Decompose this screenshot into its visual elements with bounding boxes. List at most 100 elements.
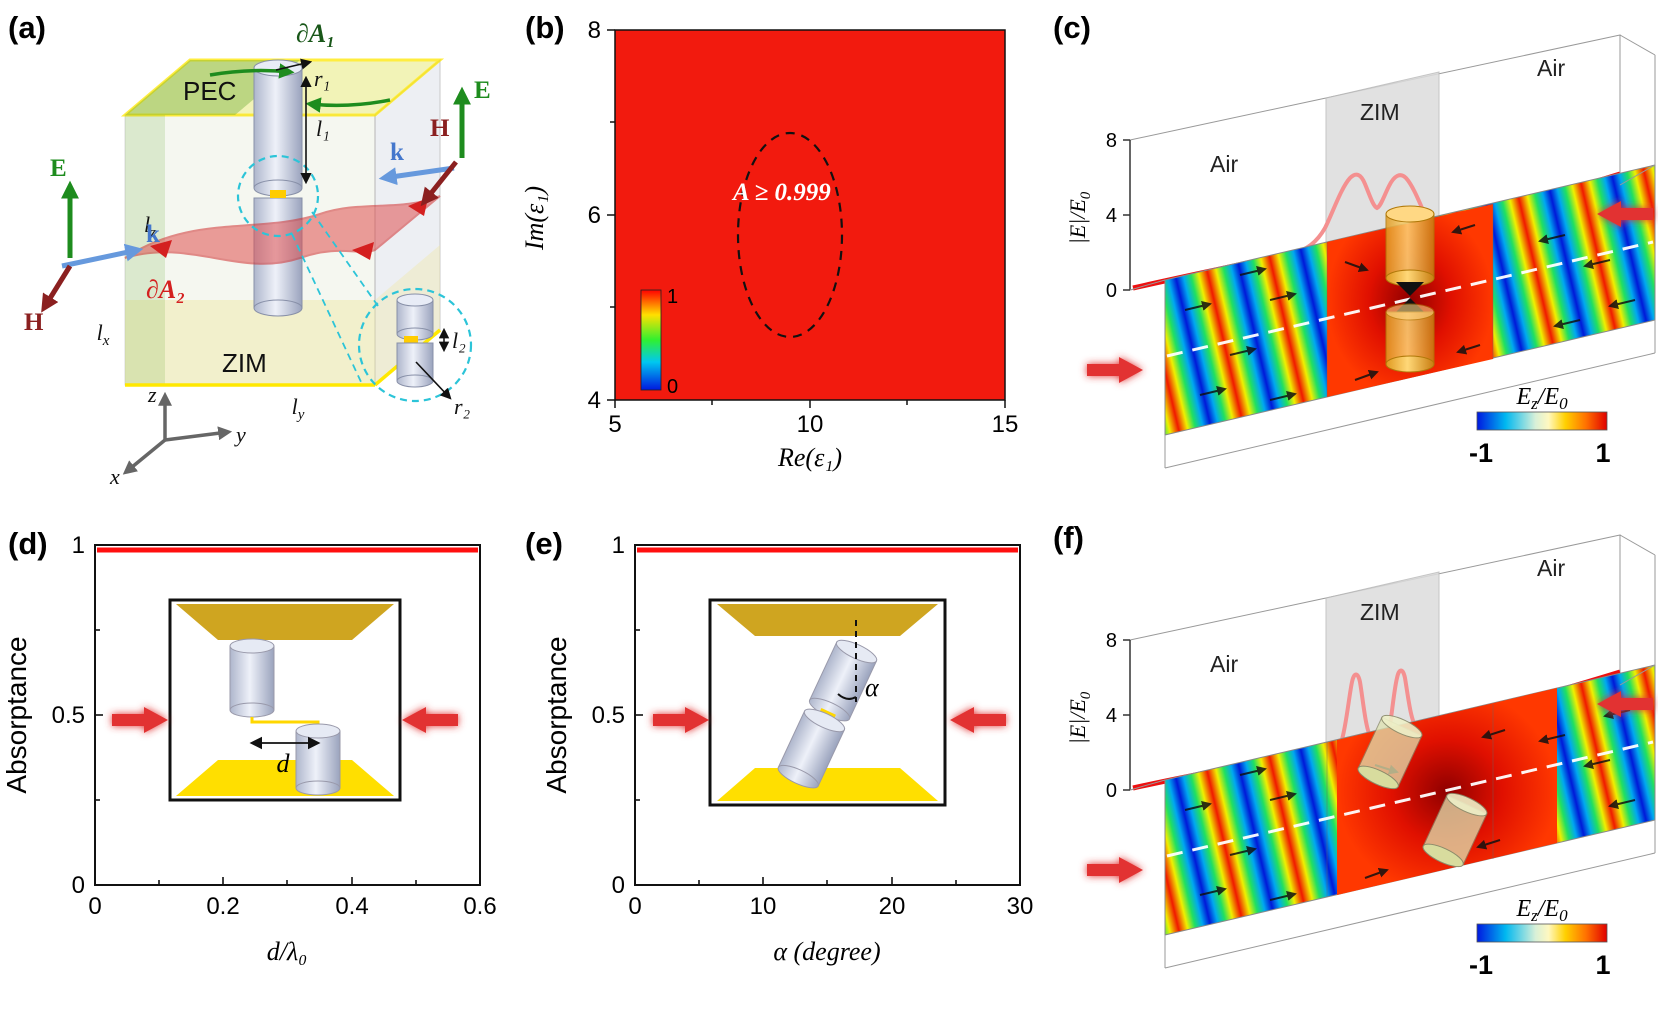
- ez-max-label: 1: [1595, 950, 1610, 980]
- ez-colorbar: Ez/E0 -1 1: [1469, 896, 1611, 980]
- panel-e-label: (e): [525, 526, 563, 561]
- r1-arrow: [275, 58, 313, 71]
- d-yaxis-label: Absorptance: [1, 636, 32, 793]
- absorber-cylinders: [1385, 205, 1435, 373]
- field-triad-left: E k H: [24, 155, 160, 336]
- eaxis-tick-4: 4: [1106, 205, 1117, 227]
- e-inset-schematic: α: [708, 598, 947, 807]
- d-ytick-1: 1: [72, 532, 85, 559]
- zim-label: ZIM: [1360, 99, 1400, 125]
- ez-colorbar-label: Ez/E0: [1515, 896, 1568, 925]
- E-vector-label: E: [50, 155, 67, 182]
- b-ytick-2: 8: [588, 17, 601, 44]
- wireframe-box: [1129, 34, 1656, 469]
- angle-label: α: [865, 673, 880, 702]
- eaxis-label: |E|/E0: [1065, 191, 1094, 244]
- k-vector-label: k: [146, 221, 160, 248]
- b-xtick-2: 15: [992, 411, 1019, 438]
- E-vector-label: E: [474, 77, 491, 104]
- heatmap-colorbar: 1 0: [640, 286, 678, 398]
- e-field-axis: 0 4 8 |E|/E0: [1065, 630, 1131, 802]
- l2-label: l₂: [452, 328, 466, 353]
- b-axes: [607, 29, 1006, 408]
- panel-d-absorptance-vs-distance: (d) 0 0.2 0.4 0.6 0 0.5 1 Absorptance d/…: [1, 526, 497, 966]
- d-ytick-05: 0.5: [52, 702, 85, 729]
- pec-label: PEC: [183, 76, 236, 106]
- zim-label: ZIM: [222, 348, 267, 378]
- boundary-dA1-label: ∂A₁: [296, 19, 335, 48]
- upper-cylinder: [229, 645, 275, 711]
- panel-f-label: (f): [1053, 520, 1084, 555]
- e-xtick-1: 10: [750, 893, 777, 920]
- lx-label: lx: [97, 320, 110, 349]
- green-circulation-arrows: [209, 63, 391, 113]
- panel-a-structure-schematic: (a) ∂A₁ r₁ l₁ PEC ∂A₂ Z: [8, 10, 491, 489]
- e-xtick-0: 0: [628, 893, 641, 920]
- k-vector-label: k: [390, 139, 404, 166]
- incident-wave-arrow-left: [1087, 857, 1143, 883]
- field-triad-right: E H k: [378, 77, 491, 207]
- z-axis-label: z: [147, 382, 157, 407]
- r2-arrow: [415, 361, 452, 400]
- coordinate-axes: z y x: [109, 382, 246, 489]
- d-inset-schematic: d: [168, 598, 402, 802]
- r2-label: r₂: [454, 394, 471, 419]
- gap-cone: [1396, 282, 1424, 296]
- d-xtick-0: 0: [88, 893, 101, 920]
- ez-colorbar-label: Ez/E0: [1515, 384, 1568, 413]
- d-axes: [94, 544, 481, 886]
- d-xtick-3: 0.6: [463, 893, 496, 920]
- eaxis-tick-0: 0: [1106, 280, 1117, 302]
- x-axis-label: x: [109, 464, 120, 489]
- eaxis-tick-0: 0: [1106, 780, 1117, 802]
- center-dashed-line: [1166, 740, 1654, 858]
- incident-wave-arrow-left: [1087, 357, 1143, 383]
- ez-colorbar: Ez/E0 -1 1: [1469, 384, 1611, 468]
- poynting-arrows: [1184, 209, 1636, 401]
- e-xtick-3: 30: [1007, 893, 1034, 920]
- e-ytick-0: 0: [612, 872, 625, 899]
- ez-max-label: 1: [1595, 438, 1610, 468]
- gap-dashed-circle: [236, 154, 320, 238]
- eaxis-tick-4: 4: [1106, 705, 1117, 727]
- e-field-axis: 0 4 8 |E|/E0: [1065, 130, 1131, 302]
- panel-d-label: (d): [8, 526, 48, 561]
- b-xtick-1: 10: [797, 411, 824, 438]
- e-xaxis-label: α (degree): [773, 937, 880, 966]
- upper-cylinder: [253, 59, 303, 198]
- eaxis-tick-8: 8: [1106, 130, 1117, 152]
- eaxis-tick-8: 8: [1106, 630, 1117, 652]
- d-xtick-1: 0.2: [206, 893, 239, 920]
- lz-label: lz: [144, 212, 156, 241]
- H-vector-label: H: [24, 309, 44, 336]
- y-axis-label: y: [234, 422, 246, 447]
- b-ytick-0: 4: [588, 387, 601, 414]
- ez-min-label: -1: [1469, 950, 1493, 980]
- air-left-label: Air: [1210, 151, 1238, 177]
- colorbar-min-label: 0: [667, 376, 678, 398]
- colorbar-max-label: 1: [667, 286, 678, 308]
- top-gold-plate: [176, 604, 394, 640]
- e-xtick-2: 20: [879, 893, 906, 920]
- threshold-ellipse: [736, 131, 844, 339]
- tilted-absorber-cylinders: [1357, 714, 1488, 868]
- panel-e-absorptance-vs-angle: (e) 0 10 20 30 0 0.5 1 Absorptance α (de…: [525, 526, 1034, 966]
- lower-cylinder: [295, 730, 341, 789]
- r1-label: r₁: [314, 66, 330, 91]
- top-gold-plate: [717, 604, 938, 636]
- l1-label: l₁: [316, 116, 330, 141]
- b-ytick-1: 6: [588, 202, 601, 229]
- b-xaxis-label: Re(ε₁): [777, 443, 842, 472]
- e-ytick-1: 1: [612, 532, 625, 559]
- b-yaxis-label: Im(ε₁): [520, 186, 549, 251]
- zim-label: ZIM: [1360, 599, 1400, 625]
- tilted-cylinder-pair: [777, 639, 878, 789]
- gap-zoom-inset: l₂ r₂: [291, 211, 473, 419]
- gap-highlight: [270, 190, 286, 198]
- eaxis-label: |E|/E0: [1065, 691, 1094, 744]
- red-circulation-arrow: [150, 240, 172, 258]
- red-surface-dA2: [124, 195, 441, 265]
- d-dimension-label: d: [277, 749, 291, 778]
- panel-f-field-map-tilted: (f) Air ZIM Air 0 4 8 |E|/E0: [1053, 520, 1656, 980]
- absorptance-annotation: A ≥ 0.999: [731, 179, 831, 206]
